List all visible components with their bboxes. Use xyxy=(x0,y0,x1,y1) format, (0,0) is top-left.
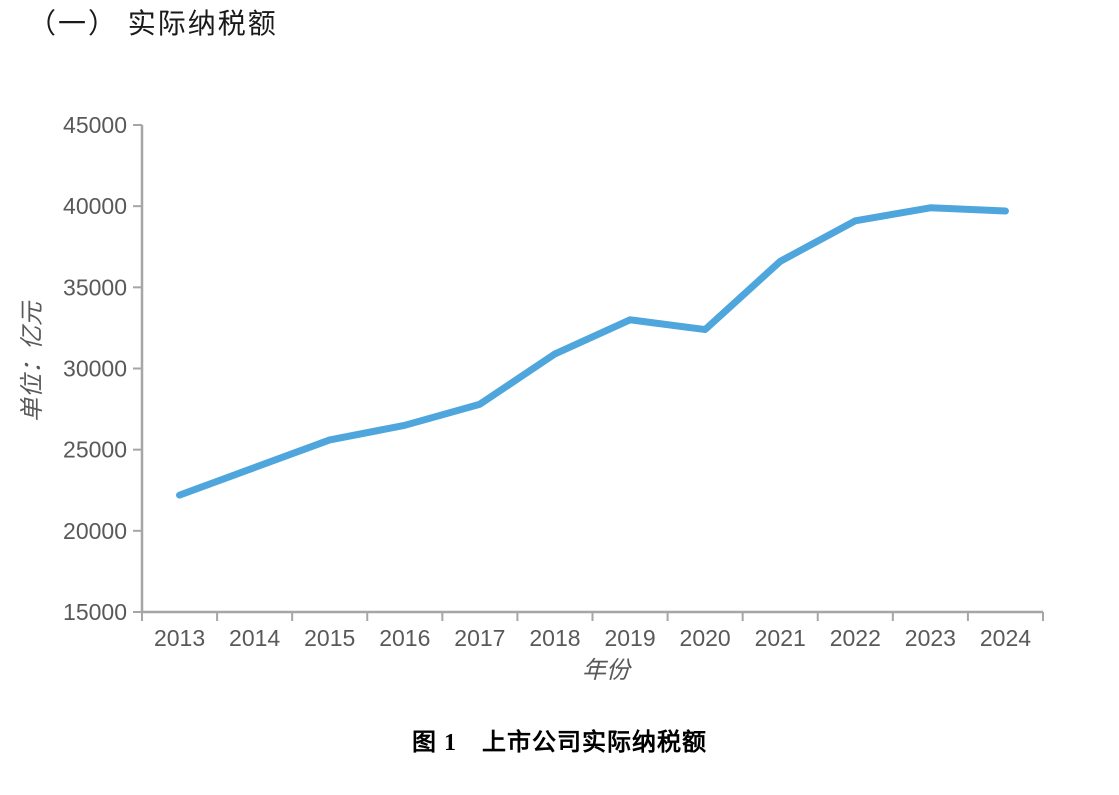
x-tick-label: 2015 xyxy=(304,625,355,651)
y-axis-title: 单位：亿元 xyxy=(19,300,46,422)
line-chart-svg: 15000 20000 25000 30000 35000 40000 45000 2013 2… xyxy=(19,112,1044,684)
y-tick-label: 35000 xyxy=(63,274,127,300)
axis-lines xyxy=(140,125,1043,614)
y-tick-label: 40000 xyxy=(63,193,127,219)
y-tick-label: 25000 xyxy=(63,437,127,463)
line-chart: 15000 20000 25000 30000 35000 40000 45000 2013 2… xyxy=(19,112,1044,684)
x-tick-label: 2019 xyxy=(604,625,655,651)
section-heading: （一） 实际纳税额 xyxy=(28,8,278,39)
data-line xyxy=(176,204,1009,499)
x-tick-label: 2014 xyxy=(229,625,280,651)
x-tick-label: 2017 xyxy=(454,625,505,651)
y-tick-label: 30000 xyxy=(63,356,127,382)
x-tick-label: 2020 xyxy=(680,625,731,651)
x-tick-label: 2013 xyxy=(154,625,205,651)
y-tick-label: 20000 xyxy=(63,518,127,544)
x-tick-label: 2021 xyxy=(755,625,806,651)
x-axis-title: 年份 xyxy=(582,657,633,684)
x-tick-label: 2018 xyxy=(529,625,580,651)
x-tick-label: 2023 xyxy=(905,625,956,651)
y-tick-label: 15000 xyxy=(63,599,127,625)
x-tick-label: 2024 xyxy=(980,625,1031,651)
x-tick-label: 2022 xyxy=(830,625,881,651)
figure-caption: 图 1 上市公司实际纳税额 xyxy=(412,730,707,756)
y-tick-label: 45000 xyxy=(63,112,127,138)
x-tick-label: 2016 xyxy=(379,625,430,651)
